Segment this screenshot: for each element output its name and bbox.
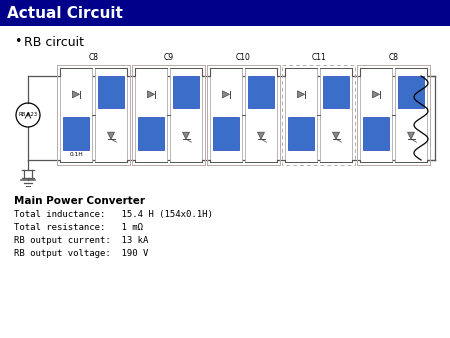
Bar: [248, 75, 274, 108]
Bar: [57, 65, 130, 165]
Bar: [170, 68, 202, 162]
Bar: [173, 75, 199, 108]
Polygon shape: [183, 132, 189, 139]
Bar: [357, 65, 430, 165]
Bar: [95, 68, 127, 162]
Polygon shape: [108, 132, 114, 139]
Polygon shape: [257, 132, 265, 139]
Polygon shape: [333, 132, 339, 139]
Polygon shape: [408, 132, 414, 139]
Text: 0.1H: 0.1H: [69, 152, 83, 157]
Text: C10: C10: [236, 53, 251, 62]
Bar: [60, 68, 92, 162]
Bar: [395, 68, 427, 162]
Bar: [282, 65, 355, 165]
Bar: [210, 68, 242, 162]
Text: Total inductance:   15.4 H (154x0.1H): Total inductance: 15.4 H (154x0.1H): [14, 210, 213, 219]
Polygon shape: [297, 91, 305, 98]
Text: RB output voltage:  190 V: RB output voltage: 190 V: [14, 249, 148, 258]
Text: Actual Circuit: Actual Circuit: [7, 5, 123, 21]
Text: Main Power Converter: Main Power Converter: [14, 196, 145, 206]
Text: RB output current:  13 kA: RB output current: 13 kA: [14, 236, 148, 245]
Text: C11: C11: [311, 53, 326, 62]
Polygon shape: [148, 91, 154, 98]
Bar: [288, 117, 314, 150]
Text: RB.A23: RB.A23: [18, 113, 37, 118]
Bar: [207, 65, 280, 165]
Text: RB circuit: RB circuit: [24, 35, 84, 48]
Text: •: •: [14, 35, 22, 48]
Bar: [360, 68, 392, 162]
Bar: [320, 68, 352, 162]
Text: Total resistance:   1 mΩ: Total resistance: 1 mΩ: [14, 223, 143, 232]
Bar: [63, 117, 89, 150]
Polygon shape: [222, 91, 230, 98]
Bar: [363, 117, 389, 150]
Bar: [213, 117, 239, 150]
Bar: [0, 0, 450, 26]
Bar: [138, 117, 164, 150]
Bar: [285, 68, 317, 162]
Bar: [323, 75, 349, 108]
Polygon shape: [72, 91, 80, 98]
Bar: [135, 68, 167, 162]
Text: C8: C8: [388, 53, 399, 62]
Text: C8: C8: [89, 53, 99, 62]
Text: C9: C9: [163, 53, 174, 62]
Bar: [398, 75, 424, 108]
Bar: [98, 75, 124, 108]
Bar: [132, 65, 205, 165]
Bar: [245, 68, 277, 162]
Polygon shape: [373, 91, 379, 98]
